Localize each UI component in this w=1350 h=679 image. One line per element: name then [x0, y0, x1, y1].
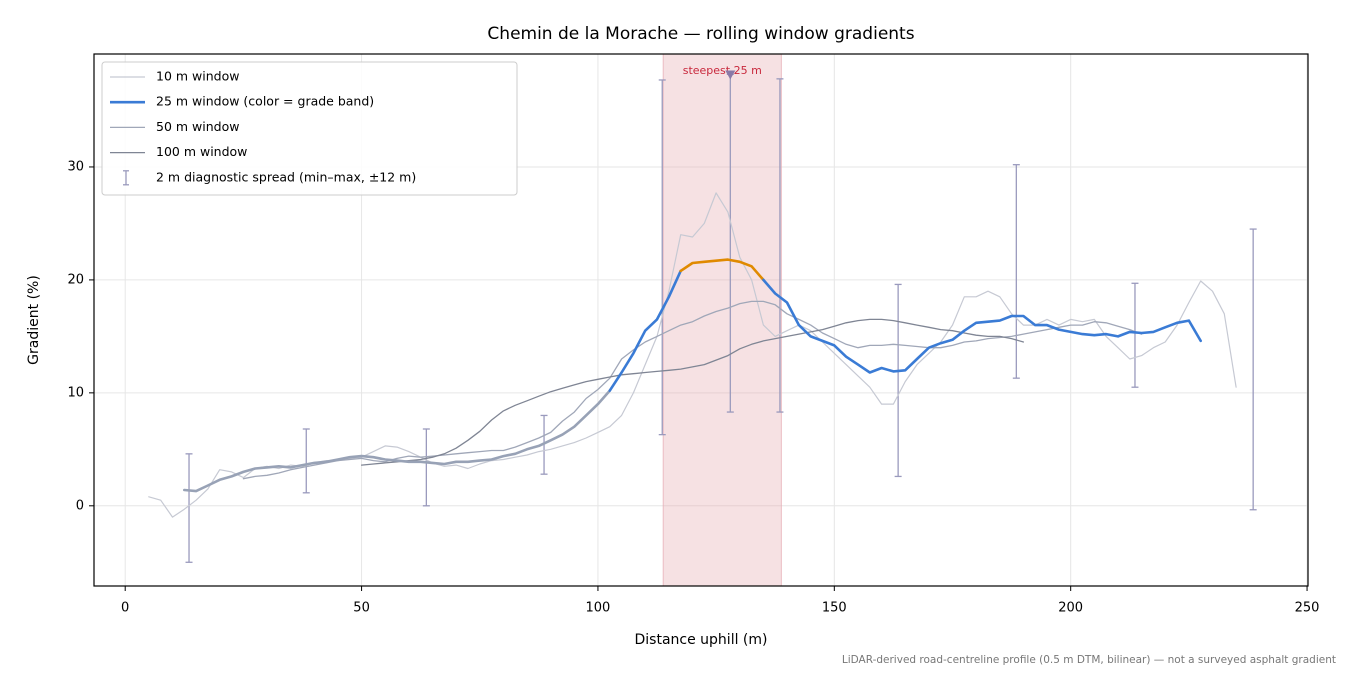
- x-tick-label: 0: [121, 601, 129, 616]
- legend: 10 m window 25 m window (color = grade ba…: [101, 61, 518, 196]
- series-line: [360, 318, 1025, 466]
- x-tick-label: 200: [1058, 601, 1083, 616]
- error-bar: [776, 78, 784, 413]
- series-line: [183, 389, 612, 493]
- error-bar: [1012, 164, 1020, 379]
- legend-label: 2 m diagnostic spread (min–max, ±12 m): [156, 169, 416, 184]
- error-bar: [1249, 228, 1257, 511]
- y-tick-label: 10: [67, 385, 84, 400]
- y-tick-label: 30: [67, 159, 84, 174]
- error-bar: [302, 428, 310, 494]
- y-tick-label: 20: [67, 272, 84, 287]
- legend-label: 25 m window (color = grade band): [156, 94, 374, 109]
- chart-title: Chemin de la Morache — rolling window gr…: [487, 24, 914, 44]
- legend-label: 50 m window: [156, 119, 239, 134]
- legend-label: 10 m window: [156, 69, 239, 84]
- x-tick-label: 250: [1295, 601, 1320, 616]
- error-bar: [658, 79, 666, 436]
- series-line: [762, 278, 1202, 374]
- error-bar: [185, 453, 193, 563]
- x-tick-label: 150: [822, 601, 847, 616]
- error-bar: [1131, 282, 1139, 388]
- x-tick-label: 50: [353, 601, 370, 616]
- footnote: LiDAR-derived road-centreline profile (0…: [842, 654, 1336, 666]
- x-tick-label: 100: [586, 601, 611, 616]
- series-line: [608, 269, 682, 392]
- legend-box: [101, 61, 518, 196]
- error-bar: [894, 283, 902, 478]
- x-axis-label: Distance uphill (m): [635, 632, 768, 648]
- error-bar: [422, 428, 430, 507]
- highlight-label: steepest 25 m: [683, 64, 762, 77]
- y-axis-label: Gradient (%): [26, 275, 42, 365]
- series-line: [679, 258, 765, 282]
- legend-label: 100 m window: [156, 144, 247, 159]
- y-tick-label: 0: [76, 498, 84, 513]
- highlight-band: [662, 53, 782, 587]
- plot-frame: [93, 53, 1309, 587]
- peak-marker: [725, 70, 736, 80]
